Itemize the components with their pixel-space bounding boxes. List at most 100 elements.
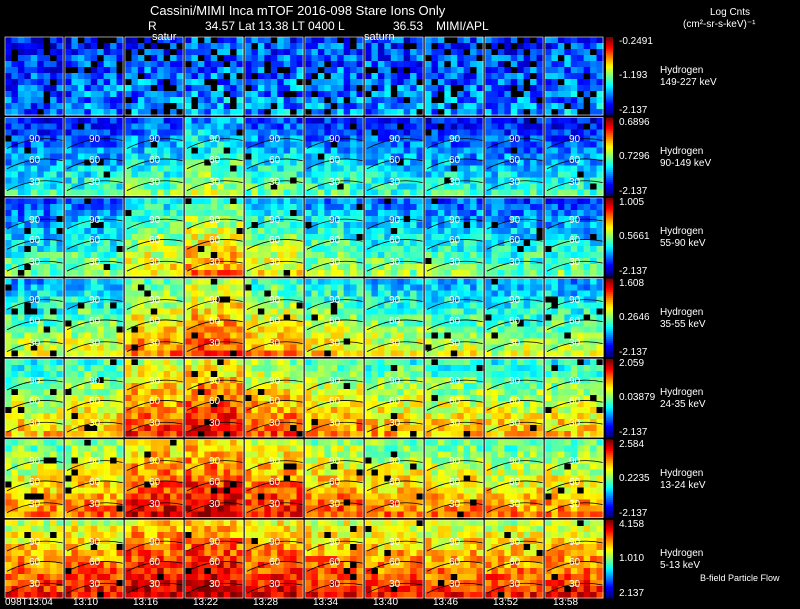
colorbar-segment	[606, 258, 613, 261]
heatmap-panel	[305, 37, 364, 116]
heatmap-pixel	[230, 204, 238, 211]
heatmap-pixel	[65, 284, 73, 292]
heatmap-pixel	[551, 159, 559, 167]
heatmap-pixel	[97, 222, 105, 229]
heatmap-pixel	[570, 79, 578, 86]
contour-line	[246, 218, 304, 230]
heatmap-pixel	[210, 326, 218, 334]
heatmap-pixel	[557, 117, 565, 125]
heatmap-pixel	[356, 344, 364, 352]
heatmap-pixel	[204, 326, 212, 334]
colorbar-segment	[606, 77, 613, 81]
heatmap-pixel	[365, 264, 373, 271]
contour-line	[486, 260, 544, 272]
heatmap-pixel	[343, 73, 351, 80]
heatmap-pixel	[11, 37, 19, 44]
panel-frame	[124, 278, 184, 357]
heatmap-pixel	[50, 270, 58, 277]
heatmap-pixel	[97, 270, 105, 277]
heatmap-pixel	[324, 320, 332, 328]
heatmap-pixel	[84, 171, 92, 179]
heatmap-pixel	[564, 97, 572, 104]
heatmap-pixel	[350, 278, 358, 286]
heatmap-pixel	[410, 189, 418, 197]
heatmap-pixel	[150, 332, 158, 340]
heatmap-pixel	[444, 189, 452, 197]
heatmap-pixel	[30, 129, 38, 137]
heatmap-pixel	[596, 123, 604, 131]
heatmap-pixel	[277, 55, 285, 62]
heatmap-pixel	[450, 159, 458, 167]
heatmap-pixel	[317, 246, 325, 253]
heatmap-pixel	[191, 135, 199, 143]
heatmap-pixel	[410, 320, 418, 328]
heatmap-pixel	[90, 314, 98, 322]
heatmap-pixel	[523, 91, 531, 98]
heatmap-pixel	[356, 97, 364, 104]
heatmap-pixel	[97, 290, 105, 298]
heatmap-pixel	[557, 314, 565, 322]
heatmap-pixel	[137, 308, 145, 316]
heatmap-pixel	[144, 246, 152, 253]
heatmap-pixel	[131, 109, 139, 116]
heatmap-pixel	[90, 37, 98, 44]
heatmap-pixel	[43, 79, 51, 86]
heatmap-pixel	[450, 246, 458, 253]
heatmap-pixel	[43, 117, 51, 125]
heatmap-pixel	[56, 246, 64, 253]
heatmap-pixel	[65, 350, 73, 358]
heatmap-pixel	[371, 338, 379, 346]
heatmap-pixel	[90, 189, 98, 197]
heatmap-pixel	[371, 198, 379, 205]
heatmap-pixel	[103, 198, 111, 205]
heatmap-pixel	[30, 210, 38, 217]
heatmap-pixel	[150, 43, 158, 50]
heatmap-pixel	[37, 204, 45, 211]
heatmap-pixel	[410, 308, 418, 316]
heatmap-pixel	[116, 61, 124, 68]
heatmap-pixel	[431, 159, 439, 167]
heatmap-pixel	[84, 73, 92, 80]
colorbar-segment	[606, 164, 613, 167]
heatmap-pixel	[50, 332, 58, 340]
heatmap-pixel	[97, 198, 105, 205]
heatmap-pixel	[470, 189, 478, 197]
heatmap-pixel	[77, 234, 85, 241]
heatmap-pixel	[277, 73, 285, 80]
heatmap-pixel	[144, 344, 152, 352]
heatmap-pixel	[545, 332, 553, 340]
heatmap-pixel	[11, 109, 19, 116]
heatmap-pixel	[437, 61, 445, 68]
heatmap-pixel	[457, 350, 465, 358]
heatmap-pixel	[110, 270, 118, 277]
heatmap-pixel	[264, 350, 272, 358]
heatmap-pixel	[397, 103, 405, 110]
heatmap-pixel	[56, 222, 64, 229]
heatmap-pixel	[103, 103, 111, 110]
heatmap-pixel	[570, 258, 578, 265]
heatmap-pixel	[185, 55, 193, 62]
heatmap-pixel	[410, 290, 418, 298]
heatmap-pixel	[245, 350, 253, 358]
heatmap-pixel	[324, 135, 332, 143]
heatmap-pixel	[97, 165, 105, 173]
heatmap-pixel	[43, 326, 51, 334]
heatmap-pixel	[90, 79, 98, 86]
heatmap-pixel	[56, 234, 64, 241]
heatmap-pixel	[204, 49, 212, 56]
heatmap-pixel	[425, 67, 433, 74]
heatmap-pixel	[410, 67, 418, 74]
heatmap-pixel	[264, 97, 272, 104]
heatmap-pixel	[311, 85, 319, 92]
colorbar-segment	[606, 199, 613, 203]
heatmap-pixel	[144, 296, 152, 304]
colorbar-segment	[606, 42, 613, 46]
heatmap-pixel	[43, 55, 51, 62]
heatmap-pixel	[551, 55, 559, 62]
heatmap-pixel	[510, 61, 518, 68]
heatmap-pixel	[337, 314, 345, 322]
heatmap-pixel	[43, 103, 51, 110]
heatmap-pixel	[270, 338, 278, 346]
heatmap-pixel	[557, 135, 565, 143]
heatmap-pixel	[425, 296, 433, 304]
